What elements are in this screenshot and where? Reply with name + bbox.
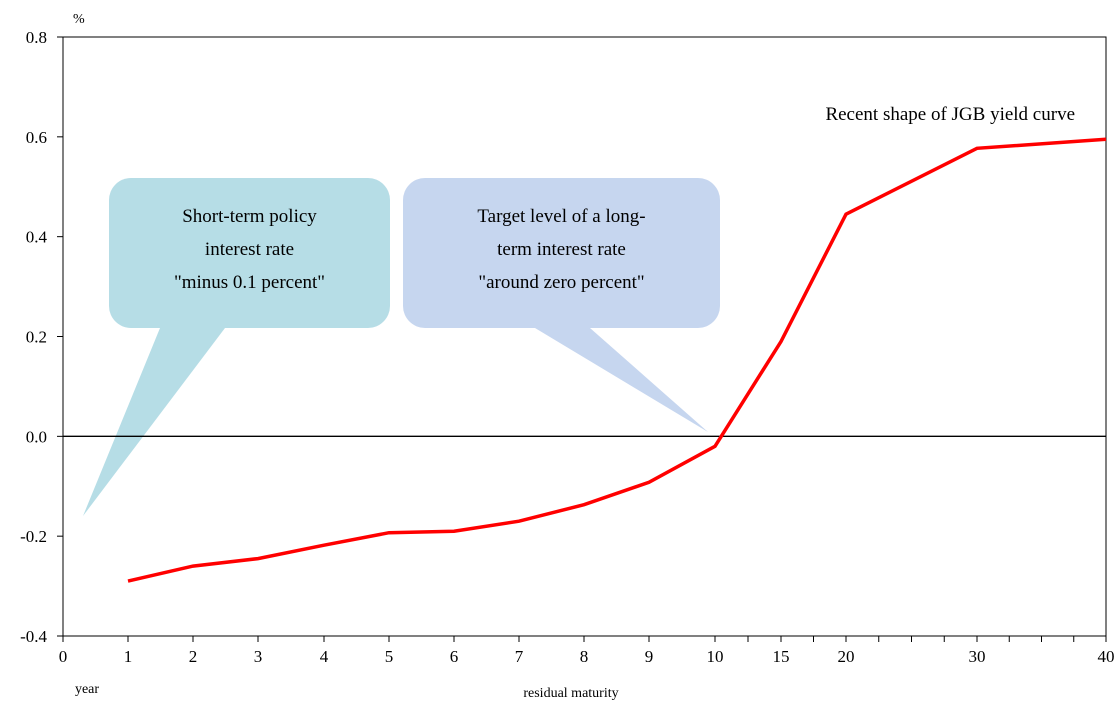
callout-long-term: Target level of a long-term interest rat… [403,178,720,432]
y-tick-label: 0.0 [26,427,47,446]
x-tick-label: 9 [645,647,654,666]
callout-text-line: "around zero percent" [478,272,644,293]
x-tick-label: 4 [320,647,329,666]
x-tick-label: 7 [515,647,524,666]
callout-text-line: term interest rate [497,239,626,260]
y-tick-label: 0.4 [26,228,48,247]
y-tick-label: -0.4 [20,627,47,646]
callout-short-term: Short-term policy interest rate "minus 0.1… [83,178,390,516]
x-tick-label: 6 [450,647,459,666]
series-layer [127,137,1107,583]
y-unit-label: % [73,12,85,27]
y-tick-label: 0.2 [26,328,47,347]
x-tick-label: 3 [254,647,263,666]
callout-text-line: interest rate [205,239,294,260]
x-tick-label: 0 [59,647,68,666]
y-tick-label: 0.8 [26,28,47,47]
x-tick-label: 15 [773,647,790,666]
x-tick-label: 1 [124,647,133,666]
x-tick-label: 5 [385,647,394,666]
callouts: Short-term policy interest rate "minus 0.1… [83,178,720,516]
x-tick-label: 8 [580,647,589,666]
callout-tail [83,328,225,516]
series-label: Recent shape of JGB yield curve [825,104,1075,125]
callout-text-line: Short-term policy [182,206,317,227]
callout-tail [535,328,708,432]
series-line [127,137,1107,583]
x-axis-title: residual maturity [523,686,618,701]
x-unit-label: year [75,682,99,697]
callout-box [403,178,720,328]
x-tick-label: 30 [969,647,986,666]
callout-text-line: "minus 0.1 percent" [174,272,325,293]
y-tick-label: -0.2 [20,527,47,546]
x-tick-label: 2 [189,647,198,666]
callout-text-line: Target level of a long- [477,206,645,227]
y-tick-label: 0.6 [26,128,47,147]
axes: -0.4 -0.2 0.0 0.2 0.4 0.6 0.8 0 1 2 3 4 5 6 7 8 9 10 15 20 3… [20,28,1114,666]
x-tick-label: 10 [707,647,724,666]
x-tick-label: 20 [838,647,855,666]
callout-box [109,178,390,328]
x-tick-label: 40 [1098,647,1115,666]
